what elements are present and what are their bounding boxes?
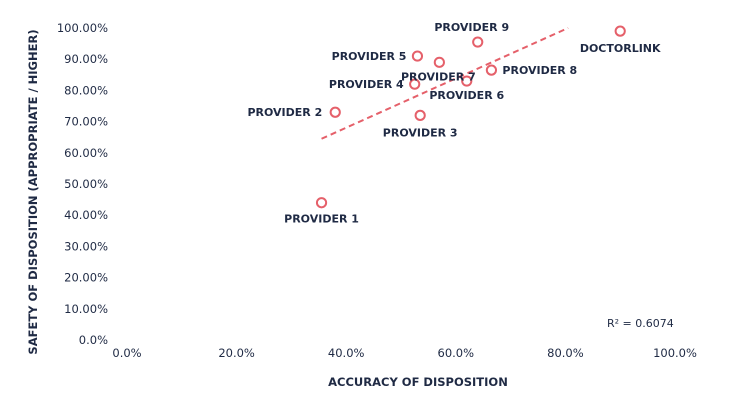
y-tick-label: 40.00% — [64, 208, 108, 222]
point-label: PROVIDER 4 — [329, 78, 404, 91]
point-label: PROVIDER 8 — [502, 64, 577, 77]
data-point — [433, 56, 445, 68]
x-axis-title: ACCURACY OF DISPOSITION — [328, 375, 508, 389]
data-point — [472, 36, 484, 48]
y-tick-label: 70.00% — [64, 115, 108, 129]
x-tick-label: 40.0% — [328, 346, 365, 360]
point-labels: PROVIDER 1 PROVIDER 2 PROVIDER 3 PROVIDER 4… — [247, 21, 661, 226]
r-squared-label: R² = 0.6074 — [607, 317, 674, 330]
point-label: PROVIDER 3 — [383, 126, 458, 139]
data-point — [485, 64, 498, 76]
x-tick-label: 80.0% — [547, 346, 584, 360]
data-point — [411, 50, 424, 62]
y-tick-label: 60.00% — [64, 146, 108, 160]
y-tick-label: 30.00% — [64, 239, 108, 253]
data-points — [315, 25, 626, 209]
y-tick-label: 90.00% — [64, 52, 108, 66]
data-point — [461, 75, 473, 87]
point-label: PROVIDER 6 — [429, 89, 504, 102]
x-tick-label: 0.0% — [112, 346, 141, 360]
data-point — [414, 109, 426, 121]
x-tick-label: 100.0% — [653, 346, 697, 360]
x-axis-ticks: 0.0% 20.0% 40.0% 60.0% 80.0% 100.0% — [112, 346, 697, 360]
data-point — [409, 78, 421, 90]
point-label: PROVIDER 7 — [401, 70, 476, 83]
point-label: DOCTORLINK — [580, 42, 661, 55]
data-point — [614, 25, 626, 37]
y-tick-label: 50.00% — [64, 177, 108, 191]
y-axis-ticks: 0.0% 10.00% 20.00% 30.00% 40.00% 50.00% 60.00%… — [57, 21, 108, 347]
point-label: PROVIDER 9 — [434, 21, 509, 34]
point-label: PROVIDER 2 — [247, 106, 322, 119]
y-tick-label: 20.00% — [64, 271, 108, 285]
point-label: PROVIDER 5 — [332, 50, 407, 63]
data-point — [329, 106, 341, 118]
y-tick-label: 0.0% — [79, 333, 108, 347]
point-label: PROVIDER 1 — [284, 213, 359, 226]
y-axis-title: SAFETY OF DISPOSITION (APPROPRIATE / HIG… — [26, 29, 40, 354]
y-tick-label: 10.00% — [64, 302, 108, 316]
x-tick-label: 60.0% — [438, 346, 475, 360]
y-tick-label: 80.00% — [64, 83, 108, 97]
x-tick-label: 20.0% — [218, 346, 255, 360]
data-point — [315, 197, 328, 209]
trendline — [321, 27, 569, 140]
y-tick-label: 100.00% — [57, 21, 108, 35]
